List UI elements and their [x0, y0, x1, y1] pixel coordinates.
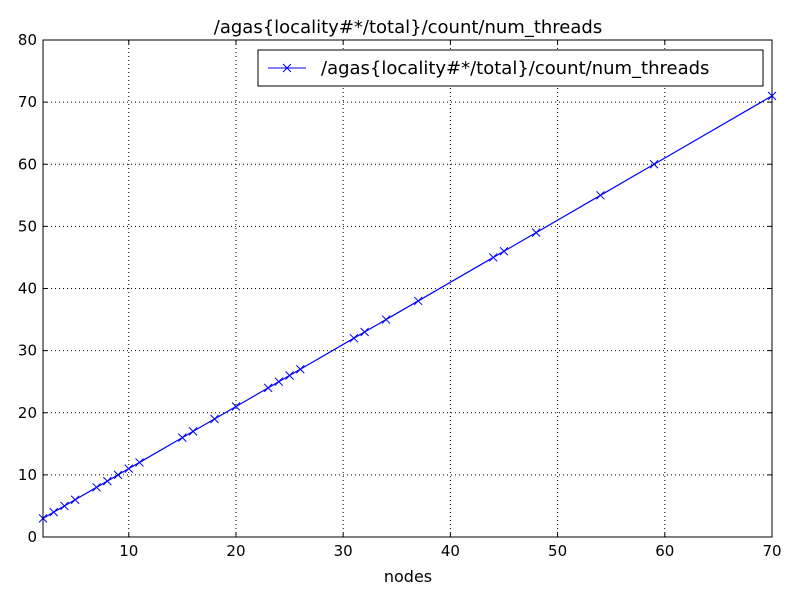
data-point	[210, 414, 219, 424]
data-point	[60, 501, 69, 511]
legend-label: /agas{locality#*/total}/count/num_thread…	[321, 58, 709, 79]
data-point	[649, 159, 659, 169]
data-point	[92, 482, 101, 492]
x-tick-label: 30	[334, 542, 353, 560]
data-point	[231, 402, 241, 411]
data-point	[349, 333, 359, 343]
x-tick-label: 40	[441, 542, 460, 560]
legend-box	[257, 49, 764, 87]
x-tick-label: 70	[762, 542, 781, 560]
y-tick-label: 20	[18, 404, 37, 422]
y-tick-label: 60	[18, 155, 37, 173]
data-point	[285, 371, 294, 380]
x-axis-label: nodes	[384, 567, 432, 586]
grid	[43, 40, 773, 537]
series-line	[42, 95, 773, 519]
x-tick-label: 50	[548, 542, 567, 560]
data-point	[413, 296, 423, 306]
data-point	[49, 507, 59, 517]
data-point	[295, 364, 305, 374]
y-tick-label: 70	[18, 93, 37, 111]
data-point	[360, 327, 369, 337]
data-point	[70, 495, 80, 505]
data-point	[113, 470, 123, 480]
data-point	[178, 433, 187, 442]
data-point	[102, 476, 112, 486]
data-point	[596, 190, 605, 200]
data-point	[135, 458, 144, 467]
data-point	[488, 253, 498, 262]
chart-title: /agas{locality#*/total}/count/num_thread…	[214, 17, 602, 38]
x-tick-label: 20	[226, 542, 245, 560]
y-tick-label: 10	[18, 466, 37, 484]
data-point	[499, 246, 509, 256]
x-tick-label: 60	[655, 542, 674, 560]
axis-ticks: 10 20 30 40 50 60 70 0 10 20 30 40 50 60 70 80	[18, 31, 782, 560]
y-tick-label: 40	[18, 280, 37, 298]
plot-area	[38, 91, 777, 523]
y-tick-label: 80	[18, 31, 37, 49]
x-tick-label: 10	[119, 542, 138, 560]
data-point	[263, 383, 273, 393]
data-point	[531, 228, 541, 237]
y-tick-label: 30	[18, 342, 37, 360]
data-point	[124, 464, 134, 474]
legend: /agas{locality#*/total}/count/num_thread…	[257, 49, 764, 87]
legend-marker-x	[282, 63, 292, 73]
y-tick-label: 50	[18, 217, 37, 235]
data-point	[274, 377, 284, 387]
y-tick-label: 0	[27, 528, 37, 546]
axes-frame	[42, 39, 773, 538]
data-point	[381, 315, 391, 324]
data-point	[188, 427, 198, 436]
